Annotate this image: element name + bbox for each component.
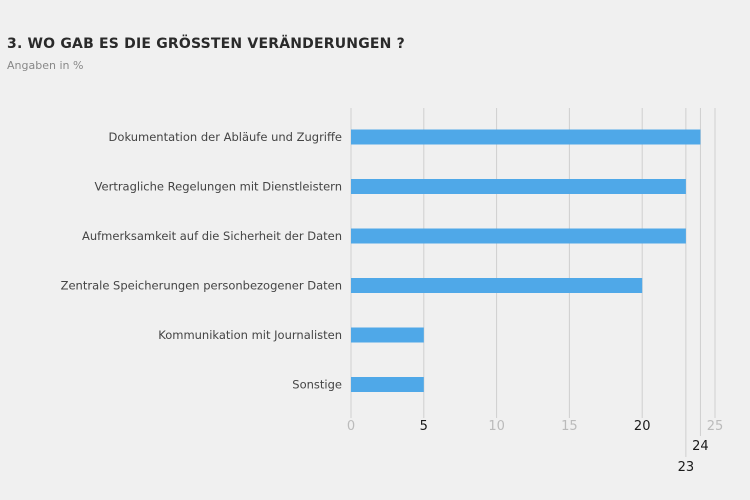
- x-tick-label: 15: [561, 419, 578, 434]
- value-marker-label: 23: [678, 460, 695, 475]
- bar: [351, 228, 686, 244]
- bar: [351, 179, 686, 194]
- value-marker-label: 24: [692, 439, 709, 454]
- bar: [351, 129, 701, 145]
- chart-subtitle: Angaben in %: [7, 59, 84, 72]
- x-tick-label: 0: [347, 419, 355, 434]
- chart-title: 3. WO GAB ES DIE GRÖSSTEN VERÄNDERUNGEN …: [7, 36, 405, 52]
- category-label: Sonstige: [292, 378, 342, 392]
- category-label: Zentrale Speicherungen personbezogener D…: [61, 279, 342, 293]
- category-label: Dokumentation der Abläufe und Zugriffe: [109, 130, 342, 144]
- x-tick-label: 20: [634, 419, 651, 434]
- bar: [351, 278, 643, 293]
- bar: [351, 327, 424, 343]
- category-label: Aufmerksamkeit auf die Sicherheit der Da…: [82, 229, 342, 243]
- x-tick-label: 10: [488, 419, 505, 434]
- category-label: Vertragliche Regelungen mit Dienstleiste…: [95, 180, 342, 194]
- bar: [351, 377, 424, 392]
- category-label: Kommunikation mit Journalisten: [158, 328, 342, 342]
- x-tick-label: 25: [707, 419, 724, 434]
- x-tick-label: 5: [420, 419, 428, 434]
